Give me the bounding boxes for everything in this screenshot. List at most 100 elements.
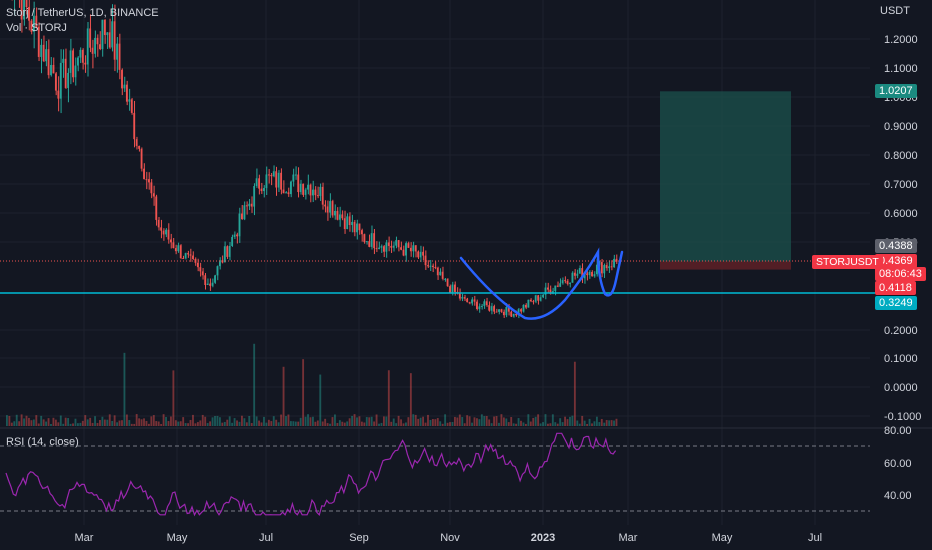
candle-body xyxy=(285,192,287,194)
volume-bar xyxy=(495,416,498,426)
volume-bar xyxy=(135,414,138,426)
volume-bar xyxy=(10,422,13,426)
volume-bar xyxy=(456,417,459,426)
volume-bar xyxy=(23,418,25,426)
candle-body xyxy=(591,271,593,277)
candle-body xyxy=(375,248,378,250)
volume-bar xyxy=(236,420,238,426)
candle-body xyxy=(512,313,515,317)
volume-bar xyxy=(395,423,398,426)
volume-bar xyxy=(162,414,165,426)
volume-bar xyxy=(375,414,378,426)
volume-bar xyxy=(50,423,52,426)
candle-body xyxy=(277,172,280,188)
volume-bar xyxy=(304,416,307,426)
volume-bar xyxy=(312,416,314,426)
candle-body xyxy=(586,273,589,276)
candle-body xyxy=(189,254,192,256)
cup-handle-pattern xyxy=(459,247,624,320)
candle-body xyxy=(128,99,131,102)
volume-bar xyxy=(429,419,432,426)
volume-bar xyxy=(424,422,427,426)
candle-body xyxy=(493,306,495,312)
candle-body xyxy=(223,246,226,263)
volume-bar xyxy=(603,422,606,426)
volume-bar xyxy=(52,417,55,426)
volume-bar xyxy=(79,422,82,426)
candle-body xyxy=(40,44,43,57)
candle-body xyxy=(314,189,317,196)
candle-body xyxy=(348,216,351,226)
candle-body xyxy=(581,268,584,279)
volume-bar xyxy=(444,414,447,426)
candle-body xyxy=(263,188,265,192)
candle-body xyxy=(353,221,356,233)
candle-body xyxy=(147,179,150,183)
rsi-tick-label: 60.00 xyxy=(884,458,912,470)
volume-bar xyxy=(47,418,50,426)
volume-bar xyxy=(534,416,537,426)
candle-body xyxy=(370,233,373,247)
candle-body xyxy=(387,242,390,246)
candle-body xyxy=(490,306,493,311)
volume-bar xyxy=(285,416,287,426)
candle-body xyxy=(534,295,537,302)
volume-bar xyxy=(507,422,510,426)
volume-bar xyxy=(187,423,189,426)
price-tick-label: 0.0000 xyxy=(884,382,918,394)
candle-body xyxy=(280,172,283,190)
volume-bar xyxy=(99,420,101,426)
volume-bar xyxy=(231,422,234,426)
time-tick-label: Nov xyxy=(440,532,460,544)
candle-body xyxy=(174,248,177,252)
candle-body xyxy=(326,206,329,213)
candle-body xyxy=(238,213,241,237)
candle-body xyxy=(226,246,229,257)
volume-bar xyxy=(37,423,40,426)
volume-bar xyxy=(407,417,410,426)
volume-bar xyxy=(40,415,43,426)
candle-body xyxy=(45,49,48,62)
volume-bar xyxy=(488,419,491,426)
candle-body xyxy=(108,32,111,48)
volume-bar xyxy=(598,422,601,426)
candle-body xyxy=(150,182,153,194)
candle-body xyxy=(72,50,74,78)
candle-body xyxy=(57,90,60,99)
candle-body xyxy=(216,266,219,276)
volume-bar xyxy=(581,415,584,426)
volume-bar xyxy=(294,421,297,426)
candle-body xyxy=(485,301,488,306)
volume-bar xyxy=(591,423,593,426)
volume-bar xyxy=(6,415,8,426)
symbol-tag: STORJUSDT xyxy=(812,255,883,269)
candle-body xyxy=(265,174,268,189)
candle-body xyxy=(417,251,420,258)
candle-body xyxy=(199,267,202,272)
candle-body xyxy=(84,62,87,65)
volume-bar xyxy=(140,419,143,426)
candle-body xyxy=(571,272,574,283)
candle-body xyxy=(74,65,77,78)
time-tick-label: May xyxy=(712,532,733,544)
volume-bar xyxy=(600,418,603,426)
volume-bar xyxy=(517,418,520,426)
volume-bar xyxy=(89,417,92,426)
candle-body xyxy=(321,186,324,205)
support-price-tag: 0.3249 xyxy=(875,296,917,310)
candle-body xyxy=(341,214,344,219)
candle-body xyxy=(468,302,471,304)
volume-bar xyxy=(397,415,400,426)
candle-body xyxy=(292,174,295,182)
candle-body xyxy=(287,192,290,195)
candle-body xyxy=(507,306,510,312)
volume-bar xyxy=(250,423,253,426)
volume-bar xyxy=(307,414,309,426)
volume-bar xyxy=(223,421,226,426)
candle-body xyxy=(214,275,216,283)
volume-bar xyxy=(490,423,493,426)
candle-body xyxy=(135,139,138,146)
candle-body xyxy=(179,245,182,259)
volume-bar xyxy=(292,421,295,426)
